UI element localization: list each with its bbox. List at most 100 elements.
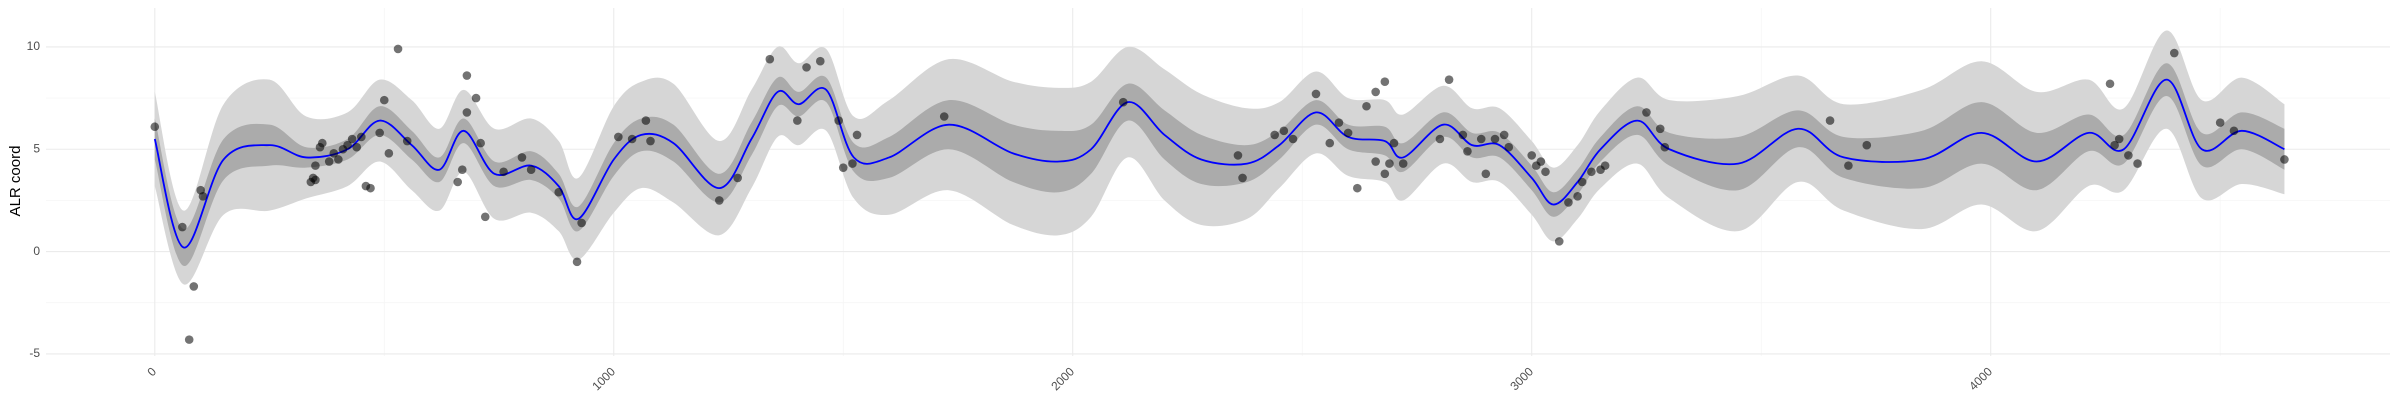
data-point <box>384 149 394 158</box>
data-point <box>1655 124 1665 134</box>
data-point <box>1554 237 1564 246</box>
data-point <box>357 132 366 142</box>
data-point <box>1311 89 1321 99</box>
data-point <box>1288 134 1298 144</box>
data-point <box>462 71 472 80</box>
x-tick-label: 0 <box>145 364 160 379</box>
data-point <box>848 159 857 168</box>
data-point <box>815 56 825 66</box>
data-point <box>1825 116 1835 125</box>
data-point <box>1476 134 1486 144</box>
data-point <box>1270 130 1279 140</box>
data-point <box>641 116 651 125</box>
data-point <box>2169 48 2179 58</box>
data-point <box>1458 130 1468 140</box>
data-point <box>1499 130 1509 140</box>
data-point <box>375 128 384 138</box>
data-point <box>379 95 389 105</box>
data-point <box>453 177 463 187</box>
data-point <box>1238 173 1247 183</box>
data-point <box>1527 151 1537 160</box>
data-point <box>1463 146 1472 156</box>
data-point <box>1385 159 1394 168</box>
data-point <box>1444 75 1454 84</box>
data-point <box>526 165 536 175</box>
data-point <box>334 155 343 164</box>
data-point <box>2229 126 2239 136</box>
data-point <box>311 161 320 170</box>
data-point <box>627 134 637 144</box>
data-point <box>329 149 339 158</box>
data-point <box>189 282 199 291</box>
data-point <box>476 138 485 148</box>
data-point <box>1541 167 1550 177</box>
data-point <box>198 192 208 201</box>
data-point <box>939 112 949 121</box>
data-point <box>572 257 582 267</box>
confidence-band <box>154 63 2285 267</box>
x-tick-label: 1000 <box>589 364 618 393</box>
data-point <box>646 136 655 146</box>
data-point <box>462 108 472 117</box>
data-point <box>765 54 775 64</box>
data-point <box>614 132 623 142</box>
data-point <box>2280 155 2289 164</box>
data-point <box>2114 134 2124 144</box>
data-point <box>1325 138 1335 148</box>
data-point <box>1389 138 1399 148</box>
y-axis-title: ALR coord <box>7 146 24 217</box>
data-point <box>2215 118 2225 127</box>
data-point <box>1490 134 1500 144</box>
data-point <box>577 218 586 228</box>
data-point <box>1587 167 1596 177</box>
data-point <box>1398 159 1408 168</box>
y-tick-label: -5 <box>29 346 40 360</box>
mean-line <box>153 78 2285 249</box>
data-point <box>733 173 742 183</box>
data-point <box>802 63 811 72</box>
data-point <box>2124 151 2133 160</box>
data-point <box>554 187 563 197</box>
data-point <box>834 116 843 125</box>
data-point <box>150 122 160 132</box>
data-point <box>1371 87 1380 97</box>
data-point <box>393 44 403 54</box>
data-point <box>1642 108 1651 117</box>
data-point <box>2105 79 2115 89</box>
data-point <box>178 222 187 232</box>
data-point <box>1362 101 1371 111</box>
data-point <box>366 183 375 193</box>
data-point <box>1233 151 1243 160</box>
data-point <box>1380 77 1390 86</box>
y-tick-label: 10 <box>27 39 41 53</box>
data-point <box>1343 128 1353 138</box>
data-point <box>2110 140 2119 150</box>
data-point <box>1279 126 1289 136</box>
data-point <box>347 134 357 144</box>
data-point <box>184 335 194 344</box>
data-point <box>2133 159 2142 168</box>
data-point <box>838 163 848 172</box>
data-point <box>1573 192 1582 201</box>
data-point <box>1352 183 1362 193</box>
data-point <box>480 212 490 222</box>
data-point <box>1334 118 1344 127</box>
data-point <box>1371 157 1380 166</box>
y-tick-label: 0 <box>33 244 40 258</box>
data-point <box>715 196 724 205</box>
data-point <box>852 130 862 140</box>
data-point <box>793 116 802 125</box>
data-point <box>1564 198 1573 207</box>
data-point <box>1380 169 1390 179</box>
data-point <box>352 142 362 152</box>
data-point <box>1504 142 1514 152</box>
data-point <box>1577 177 1587 187</box>
data-point <box>324 157 334 166</box>
data-point <box>1862 140 1872 150</box>
x-tick-label: 3000 <box>1507 364 1536 393</box>
data-point <box>1660 142 1670 152</box>
x-tick-label: 4000 <box>1966 364 1995 393</box>
data-point <box>1536 157 1546 166</box>
data-point <box>1600 161 1610 170</box>
